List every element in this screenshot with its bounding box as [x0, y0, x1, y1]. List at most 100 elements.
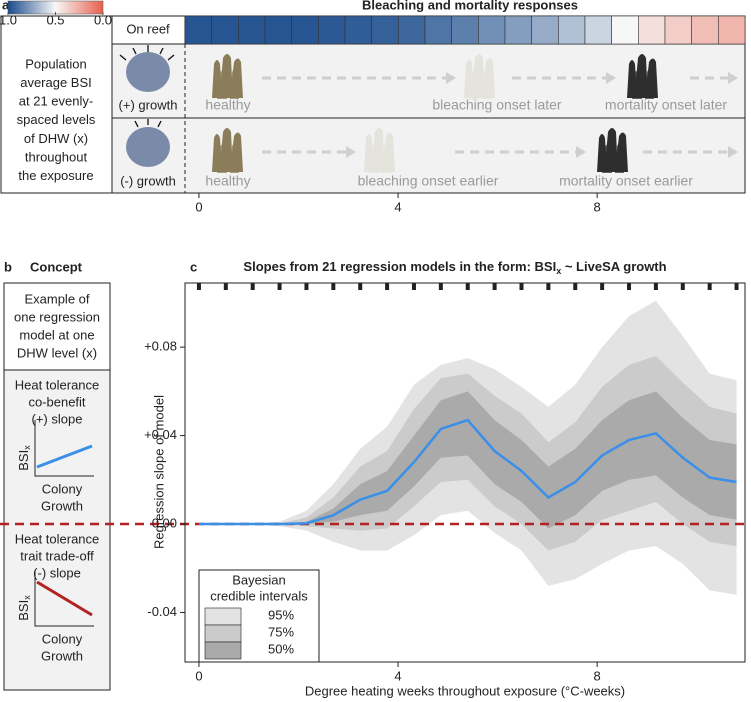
rug-tick	[277, 283, 282, 290]
rug-tick	[600, 283, 605, 290]
concept-background	[4, 370, 110, 690]
rug-tick	[411, 283, 416, 290]
legend-title: credible intervals	[210, 588, 308, 603]
row-label: On reef	[126, 21, 170, 36]
mini-x-label: Colony	[42, 631, 83, 646]
rug-tick	[680, 283, 685, 290]
bsi-cell	[531, 15, 559, 45]
concept-text: one regression	[14, 309, 100, 324]
rug-tick	[196, 283, 201, 290]
concept-text: Heat tolerance	[15, 531, 100, 546]
bsi-cell	[398, 15, 426, 45]
y-tick-label: -0.04	[147, 604, 177, 619]
concept-text: (+) slope	[32, 411, 83, 426]
colorbar-label: 0.5	[46, 12, 64, 27]
rug-tick	[358, 283, 363, 290]
bsi-cell	[344, 15, 372, 45]
x-tick-label: 8	[594, 199, 601, 214]
x-tick-label: 0	[195, 199, 202, 214]
x-tick-label: 4	[394, 668, 401, 683]
bsi-cell	[184, 15, 212, 45]
legend-label: 50%	[268, 641, 294, 656]
bsi-cell	[371, 15, 399, 45]
median-line	[198, 418, 737, 526]
rug-tick	[223, 283, 228, 290]
concept-text: DHW level (x)	[17, 345, 97, 360]
stage-label: mortality onset later	[605, 97, 727, 113]
mini-x-label: Growth	[41, 648, 83, 663]
bsi-cell	[478, 15, 506, 45]
legend-label: 95%	[268, 607, 294, 622]
coral-photo	[126, 127, 170, 167]
coral-photo	[126, 52, 170, 92]
y-axis-label: Regression slope of model	[151, 395, 166, 549]
x-tick-label: 4	[394, 199, 401, 214]
mini-y-label: BSIx	[16, 445, 32, 471]
mini-x-label: Growth	[41, 498, 83, 513]
side-text: spaced levels	[17, 112, 96, 127]
bsi-cell	[238, 15, 266, 45]
rug-tick	[465, 283, 470, 290]
panel-label: c	[190, 259, 197, 274]
positive-slope	[36, 444, 93, 469]
rug-tick	[653, 283, 658, 290]
legend-label: 75%	[268, 624, 294, 639]
rug-tick	[707, 283, 712, 290]
negative-slope	[36, 580, 93, 617]
legend-title: Bayesian	[232, 572, 285, 587]
bsi-cell	[504, 15, 532, 45]
rug-tick	[519, 283, 524, 290]
mini-x-label: Colony	[42, 481, 83, 496]
concept-text: co-benefit	[28, 394, 85, 409]
mini-axes	[34, 420, 94, 627]
plot-frame	[184, 282, 746, 663]
bsi-cell	[318, 15, 346, 45]
side-text: at 21 evenly-	[19, 94, 93, 109]
legend-swatch	[204, 624, 242, 643]
colorbar-label: 0.0	[94, 12, 112, 27]
legend-swatch	[204, 641, 242, 660]
concept-text: Heat tolerance	[15, 377, 100, 392]
stage-label: mortality onset earlier	[559, 173, 693, 189]
rug-tick	[331, 283, 336, 290]
panel-label: b	[4, 259, 12, 274]
x-tick-label: 8	[594, 668, 601, 683]
panel-title: Concept	[30, 259, 83, 274]
bsi-cell	[291, 15, 319, 45]
y-tick-label: +0.04	[144, 427, 177, 442]
concept-text: trait trade-off	[20, 548, 94, 563]
panel-title: Bleaching and mortality responses	[362, 0, 578, 12]
credible-band	[198, 391, 737, 529]
concept-text: (-) slope	[33, 565, 81, 580]
row-label: (-) growth	[120, 173, 176, 188]
bsi-cell	[691, 15, 719, 45]
rug-tick	[546, 283, 551, 290]
x-axis-label: Degree heating weeks throughout exposure…	[305, 683, 625, 698]
side-text: average BSI	[20, 75, 92, 90]
concept-text: Example of	[24, 291, 89, 306]
rug-tick	[385, 283, 390, 290]
concept-frame	[3, 282, 111, 691]
bsi-cell	[611, 15, 639, 45]
bsi-cell	[558, 15, 586, 45]
rug-tick	[492, 283, 497, 290]
legend-swatch	[204, 607, 242, 626]
side-text: throughout	[25, 149, 88, 164]
row-label: (+) growth	[119, 97, 178, 112]
mini-y-label: BSIx	[16, 595, 32, 621]
stage-label: healthy	[205, 173, 250, 189]
side-text: Population	[25, 56, 86, 71]
rug-tick	[304, 283, 309, 290]
chart-title: Slopes from 21 regression models in the …	[243, 259, 666, 276]
x-tick-label: 0	[195, 668, 202, 683]
bsi-cell	[664, 15, 692, 45]
stage-label: bleaching onset earlier	[358, 173, 499, 189]
bsi-cell	[451, 15, 479, 45]
arrows	[262, 72, 738, 158]
rug-tick	[627, 283, 632, 290]
stage-label: bleaching onset later	[432, 97, 562, 113]
rug-tick	[734, 283, 739, 290]
bsi-cell	[718, 15, 746, 45]
y-tick-label: +0.08	[144, 339, 177, 354]
